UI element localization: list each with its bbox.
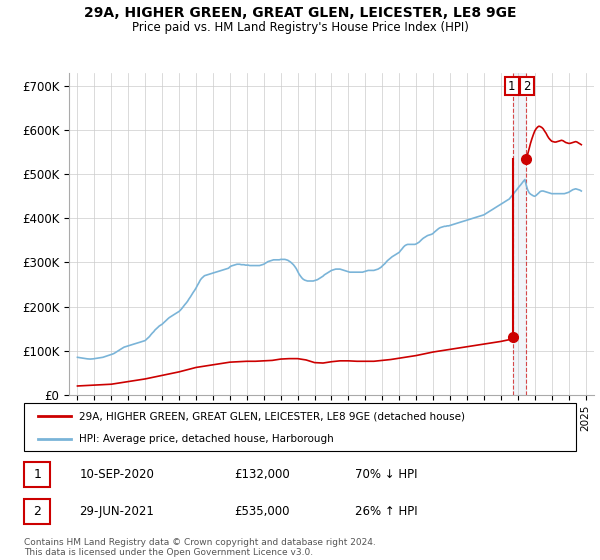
Text: HPI: Average price, detached house, Harborough: HPI: Average price, detached house, Harb… xyxy=(79,434,334,444)
Text: 29A, HIGHER GREEN, GREAT GLEN, LEICESTER, LE8 9GE: 29A, HIGHER GREEN, GREAT GLEN, LEICESTER… xyxy=(84,6,516,20)
Text: 1: 1 xyxy=(34,468,41,480)
Text: 2: 2 xyxy=(523,80,531,92)
Text: Contains HM Land Registry data © Crown copyright and database right 2024.
This d: Contains HM Land Registry data © Crown c… xyxy=(24,538,376,557)
Text: Price paid vs. HM Land Registry's House Price Index (HPI): Price paid vs. HM Land Registry's House … xyxy=(131,21,469,34)
Text: 10-SEP-2020: 10-SEP-2020 xyxy=(79,468,154,480)
Text: 29A, HIGHER GREEN, GREAT GLEN, LEICESTER, LE8 9GE (detached house): 29A, HIGHER GREEN, GREAT GLEN, LEICESTER… xyxy=(79,411,465,421)
Text: 1: 1 xyxy=(508,80,515,92)
Bar xyxy=(513,73,526,395)
Text: 29-JUN-2021: 29-JUN-2021 xyxy=(79,506,154,519)
Text: 2: 2 xyxy=(34,506,41,519)
FancyBboxPatch shape xyxy=(24,403,576,451)
FancyBboxPatch shape xyxy=(24,500,50,524)
Text: 70% ↓ HPI: 70% ↓ HPI xyxy=(355,468,418,480)
Text: 26% ↑ HPI: 26% ↑ HPI xyxy=(355,506,418,519)
Text: £535,000: £535,000 xyxy=(234,506,289,519)
Text: £132,000: £132,000 xyxy=(234,468,290,480)
FancyBboxPatch shape xyxy=(24,461,50,487)
